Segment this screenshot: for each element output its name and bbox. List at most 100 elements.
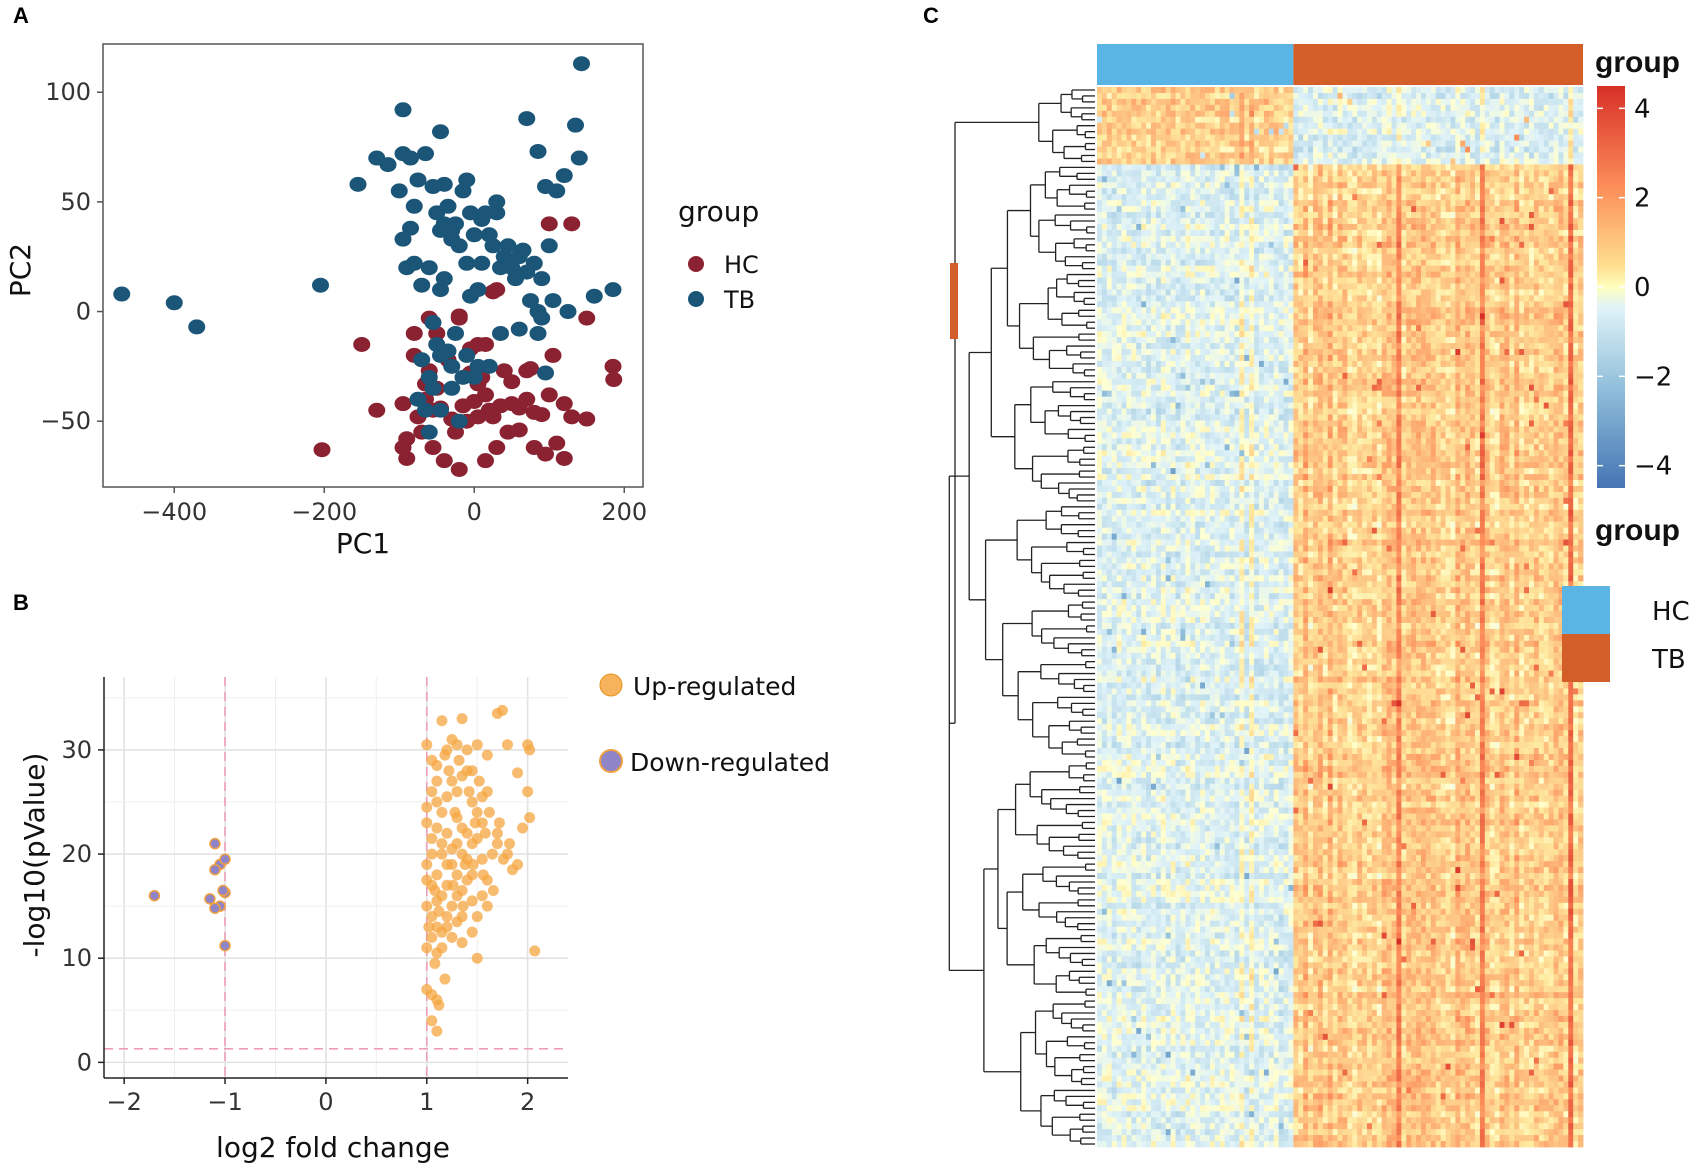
volcano-point-up <box>439 974 450 985</box>
heatmap-cell <box>1195 206 1200 212</box>
heatmap-cell <box>1146 212 1151 218</box>
pca-point-hc <box>503 374 520 389</box>
heatmap-cell <box>1259 260 1264 266</box>
heatmap-cell <box>1156 153 1161 159</box>
heatmap-cell <box>1578 194 1583 200</box>
heatmap-cell <box>1239 135 1244 141</box>
heatmap-cell <box>1210 194 1215 200</box>
heatmap-cell <box>1563 194 1568 200</box>
heatmap-cell <box>1225 164 1230 170</box>
heatmap-cell <box>1485 117 1490 123</box>
heatmap-cell <box>1568 206 1573 212</box>
heatmap-cell <box>1524 170 1529 176</box>
heatmap-cell <box>1362 105 1367 111</box>
volcano-point-up <box>447 776 458 787</box>
heatmap-cell <box>1126 153 1131 159</box>
heatmap-cell <box>1205 319 1210 325</box>
heatmap-cell <box>1333 117 1338 123</box>
heatmap-cell <box>1097 93 1102 99</box>
heatmap-cell <box>1450 99 1455 105</box>
heatmap-cell <box>1151 135 1156 141</box>
heatmap-cell <box>1421 99 1426 105</box>
heatmap-cell <box>1122 200 1127 206</box>
heatmap-cell <box>1293 200 1298 206</box>
heatmap-cell <box>1333 325 1338 331</box>
heatmap-cell <box>1342 141 1347 147</box>
heatmap-cell <box>1323 200 1328 206</box>
heatmap-cell <box>1441 105 1446 111</box>
heatmap-cell <box>1234 301 1239 307</box>
heatmap-cell <box>1382 105 1387 111</box>
heatmap-cell <box>1225 272 1230 278</box>
heatmap-cell <box>1136 260 1141 266</box>
heatmap-cell <box>1362 278 1367 284</box>
volcano-point-up <box>487 849 498 860</box>
heatmap-cell <box>1421 164 1426 170</box>
heatmap-cell <box>1333 164 1338 170</box>
heatmap-cell <box>1117 129 1122 135</box>
heatmap-cell <box>1293 242 1298 248</box>
heatmap-cell <box>1122 254 1127 260</box>
heatmap-cell <box>1176 170 1181 176</box>
heatmap-cell <box>1554 123 1559 129</box>
heatmap-cell <box>1421 111 1426 117</box>
heatmap-cell <box>1460 164 1465 170</box>
heatmap-cell <box>1102 242 1107 248</box>
heatmap-cell <box>1450 117 1455 123</box>
heatmap-cell <box>1490 141 1495 147</box>
heatmap-cell <box>1406 206 1411 212</box>
heatmap-cell <box>1387 93 1392 99</box>
heatmap-cell <box>1195 242 1200 248</box>
heatmap-cell <box>1436 105 1441 111</box>
heatmap-cell <box>1416 164 1421 170</box>
heatmap-cell <box>1239 129 1244 135</box>
heatmap-cell <box>1387 313 1392 319</box>
heatmap-cell <box>1171 158 1176 164</box>
heatmap-cell <box>1131 260 1136 266</box>
heatmap-cell <box>1450 272 1455 278</box>
heatmap-cell <box>1357 301 1362 307</box>
heatmap-cell <box>1455 141 1460 147</box>
heatmap-cell <box>1318 242 1323 248</box>
heatmap-cell <box>1166 188 1171 194</box>
heatmap-cell <box>1156 176 1161 182</box>
heatmap-cell <box>1362 284 1367 290</box>
heatmap-cell <box>1470 248 1475 254</box>
heatmap-cell <box>1102 141 1107 147</box>
heatmap-cell <box>1563 236 1568 242</box>
pca-point-tb <box>410 172 427 187</box>
heatmap-cell <box>1328 99 1333 105</box>
heatmap-cell <box>1529 289 1534 295</box>
heatmap-cell <box>1573 212 1578 218</box>
heatmap-cell <box>1465 236 1470 242</box>
heatmap-cell <box>1122 212 1127 218</box>
legend-marker-tb <box>688 291 704 307</box>
heatmap-cell <box>1367 129 1372 135</box>
pca-point-tb <box>518 111 535 126</box>
heatmap-cell <box>1180 278 1185 284</box>
heatmap-cell <box>1239 289 1244 295</box>
heatmap-cell <box>1504 278 1509 284</box>
heatmap-cell <box>1117 176 1122 182</box>
heatmap-cell <box>1279 224 1284 230</box>
heatmap-cell <box>1185 93 1190 99</box>
heatmap-cell <box>1195 319 1200 325</box>
heatmap-cell <box>1166 254 1171 260</box>
heatmap-cell <box>1529 117 1534 123</box>
heatmap-cell <box>1288 319 1293 325</box>
heatmap-cell <box>1377 242 1382 248</box>
heatmap-cell <box>1161 153 1166 159</box>
heatmap-cell <box>1122 182 1127 188</box>
heatmap-cell <box>1117 319 1122 325</box>
heatmap-cell <box>1220 284 1225 290</box>
heatmap-cell <box>1534 123 1539 129</box>
heatmap-cell <box>1117 218 1122 224</box>
heatmap-cell <box>1554 212 1559 218</box>
heatmap-cell <box>1406 188 1411 194</box>
heatmap-cell <box>1107 206 1112 212</box>
heatmap-cell <box>1554 176 1559 182</box>
volcano-point-up <box>436 838 447 849</box>
heatmap-cell <box>1117 242 1122 248</box>
heatmap-cell <box>1441 289 1446 295</box>
heatmap-cell <box>1171 266 1176 272</box>
